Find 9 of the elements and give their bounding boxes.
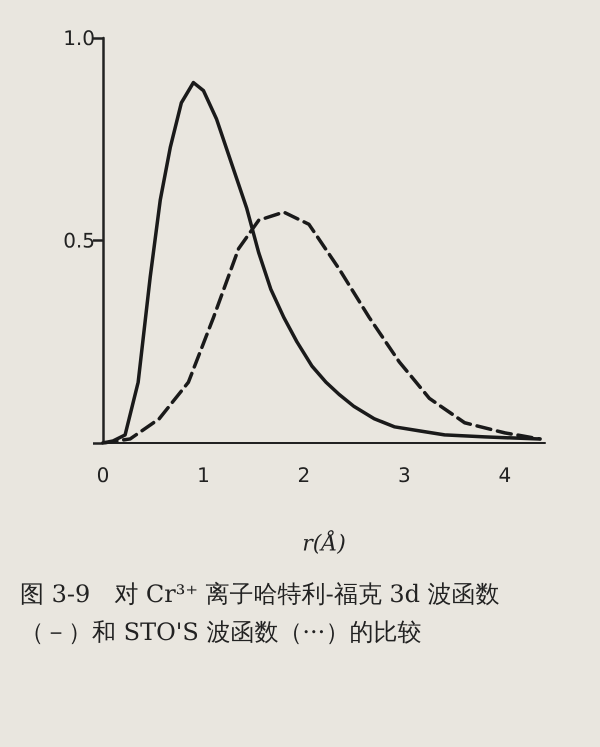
x-tick-label: 0: [96, 463, 110, 487]
x-tick-label: 3: [398, 463, 411, 487]
x-axis-title: r(Å): [302, 530, 346, 556]
y-tick-label: 0.5: [63, 228, 95, 252]
caption: 图 3-9 对 Cr³⁺ 离子哈特利-福克 3d 波函数（－）和 STO'S 波函数（···）的比较: [20, 579, 501, 648]
y-tick-label: 1.0: [63, 26, 95, 50]
x-tick-label: 4: [498, 463, 512, 487]
x-tick-label: 1: [197, 463, 210, 487]
x-tick-label: 2: [298, 463, 310, 487]
